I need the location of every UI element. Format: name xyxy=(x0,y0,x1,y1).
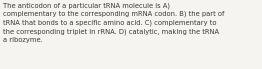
Text: The anticodon of a particular tRNA molecule is A)
complementary to the correspon: The anticodon of a particular tRNA molec… xyxy=(3,2,225,43)
